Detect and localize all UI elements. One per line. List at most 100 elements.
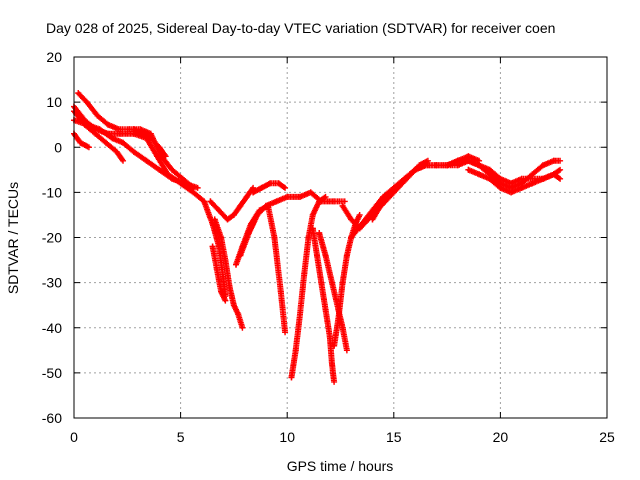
data-point	[348, 234, 355, 241]
data-point	[254, 211, 261, 218]
data-point	[322, 193, 329, 200]
data-point	[96, 126, 103, 133]
data-marks	[71, 90, 564, 385]
data-point	[181, 180, 188, 187]
data-point	[230, 302, 237, 309]
x-tick-label: 5	[177, 429, 185, 445]
data-point	[508, 189, 515, 196]
data-point	[139, 130, 146, 137]
data-point	[130, 126, 137, 133]
series-sat-n	[309, 225, 338, 385]
y-tick-label: -40	[42, 320, 62, 336]
series-sat-l	[250, 180, 289, 196]
data-point	[557, 166, 564, 173]
data-point	[296, 311, 303, 318]
data-point	[284, 193, 291, 200]
data-point	[401, 175, 408, 182]
data-point	[557, 175, 564, 182]
data-point	[226, 284, 233, 291]
data-point	[250, 189, 257, 196]
data-point	[275, 180, 282, 187]
series-sat-k	[237, 189, 348, 259]
data-point	[326, 333, 333, 340]
data-point	[147, 135, 154, 142]
data-point	[318, 279, 325, 286]
data-point	[369, 216, 376, 223]
data-point	[557, 157, 564, 164]
data-point	[277, 288, 284, 295]
chart-title: Day 028 of 2025, Sidereal Day-to-day VTE…	[46, 20, 555, 36]
series-sat-m	[288, 193, 329, 381]
series-sat-b	[75, 90, 197, 191]
series-trace	[444, 157, 562, 191]
data-point	[316, 229, 323, 236]
data-point	[465, 157, 472, 164]
data-point	[390, 184, 397, 191]
y-tick-label: -10	[42, 184, 62, 200]
data-point	[518, 184, 525, 191]
data-point	[348, 216, 355, 223]
data-point	[233, 261, 240, 268]
series-sat-f	[130, 126, 169, 160]
data-point	[305, 234, 312, 241]
data-point	[243, 193, 250, 200]
data-point	[162, 153, 169, 160]
data-point	[230, 211, 237, 218]
data-point	[288, 374, 295, 381]
data-point	[341, 198, 348, 205]
data-point	[235, 311, 242, 318]
data-point	[331, 198, 338, 205]
data-point	[529, 171, 536, 178]
grid	[74, 57, 607, 418]
data-point	[213, 266, 220, 273]
data-point	[207, 198, 214, 205]
data-point	[215, 207, 222, 214]
data-point	[380, 198, 387, 205]
data-point	[169, 166, 176, 173]
data-point	[309, 225, 316, 232]
data-point	[102, 139, 109, 146]
x-tick-label: 15	[386, 429, 402, 445]
data-point	[267, 180, 274, 187]
data-point	[92, 130, 99, 137]
axis-ticks: 0 5 10 15 20 25 -60 -50 -40 -30 -20 -10 0 10 20	[42, 49, 615, 445]
data-point	[77, 139, 84, 146]
x-tick-label: 25	[599, 429, 615, 445]
data-point	[433, 162, 440, 169]
data-point	[115, 126, 122, 133]
data-point	[271, 234, 278, 241]
data-point	[201, 198, 208, 205]
data-point	[497, 184, 504, 191]
data-point	[83, 121, 90, 128]
data-point	[550, 171, 557, 178]
data-point	[328, 279, 335, 286]
data-point	[465, 166, 472, 173]
data-point	[339, 324, 346, 331]
data-point	[282, 329, 289, 336]
series-trace	[233, 202, 288, 334]
series-sat-i	[209, 243, 229, 304]
data-point	[292, 347, 299, 354]
data-point	[296, 193, 303, 200]
data-point	[282, 184, 289, 191]
data-point	[194, 184, 201, 191]
data-point	[237, 252, 244, 259]
data-point	[343, 347, 350, 354]
data-point	[262, 202, 269, 209]
data-point	[540, 162, 547, 169]
data-point	[273, 198, 280, 205]
data-point	[222, 257, 229, 264]
y-axis-label: SDTVAR / TECUs	[5, 182, 21, 294]
data-point	[301, 270, 308, 277]
data-point	[120, 157, 127, 164]
data-point	[356, 211, 363, 218]
y-tick-label: 10	[46, 94, 62, 110]
series-sat-u	[465, 166, 564, 196]
data-point	[109, 135, 116, 142]
series-sat-o	[316, 229, 350, 354]
data-point	[224, 216, 231, 223]
data-point	[412, 166, 419, 173]
data-point	[339, 202, 346, 209]
data-point	[307, 189, 314, 196]
